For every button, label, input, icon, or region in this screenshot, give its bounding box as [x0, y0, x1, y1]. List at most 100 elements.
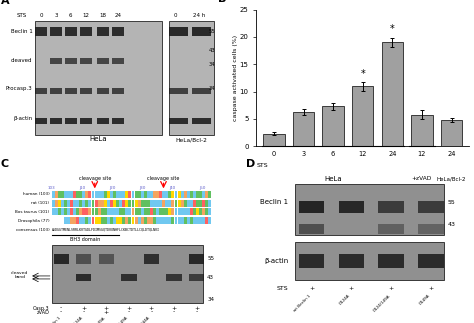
Bar [61, 208, 64, 215]
Text: 43: 43 [209, 48, 216, 53]
Bar [150, 191, 153, 198]
Bar [97, 58, 109, 64]
Text: 55: 55 [207, 256, 214, 261]
Bar [144, 254, 159, 264]
Text: +: + [104, 310, 109, 315]
Bar [205, 217, 208, 224]
Text: cleavage site: cleavage site [79, 176, 111, 181]
Bar [116, 191, 119, 198]
Text: D124/149A: D124/149A [88, 316, 106, 323]
Bar [61, 200, 64, 207]
Text: Beclin 1: Beclin 1 [260, 199, 288, 204]
Bar [205, 191, 208, 198]
Bar [107, 217, 110, 224]
Bar [110, 208, 113, 215]
Bar [378, 224, 404, 234]
Text: *: * [390, 24, 395, 34]
Bar [73, 191, 76, 198]
Bar [85, 191, 88, 198]
Bar [107, 191, 110, 198]
Bar [172, 208, 174, 215]
Bar [91, 191, 94, 198]
Bar [82, 217, 85, 224]
Bar [113, 208, 116, 215]
Text: -: - [60, 306, 63, 310]
Bar [174, 191, 177, 198]
Text: cleaved: cleaved [11, 58, 32, 63]
Bar [55, 200, 58, 207]
Bar [121, 274, 137, 281]
Text: wt Beclin 1: wt Beclin 1 [43, 316, 61, 323]
Bar [172, 200, 174, 207]
Text: 103: 103 [48, 186, 55, 190]
Bar [137, 191, 141, 198]
Bar [131, 208, 135, 215]
Bar [322, 106, 344, 146]
Bar [95, 200, 98, 207]
Bar [70, 208, 73, 215]
Bar [119, 208, 122, 215]
Bar [166, 274, 182, 281]
Text: 34: 34 [207, 297, 214, 302]
Bar [131, 217, 135, 224]
Text: -: - [82, 310, 85, 315]
Bar [95, 217, 98, 224]
Bar [50, 27, 62, 36]
Text: A: A [0, 0, 9, 5]
Bar [168, 200, 171, 207]
Bar [187, 217, 190, 224]
Bar [126, 200, 128, 207]
Bar [101, 191, 104, 198]
Text: +: + [428, 286, 434, 291]
Bar [162, 208, 165, 215]
Bar [55, 191, 58, 198]
Bar [294, 242, 444, 280]
Bar [61, 217, 64, 224]
Bar [55, 208, 58, 215]
Bar [181, 217, 183, 224]
Bar [79, 200, 82, 207]
Bar [156, 217, 159, 224]
Bar [85, 208, 88, 215]
Bar [104, 191, 107, 198]
Bar [116, 200, 119, 207]
Text: HeLa: HeLa [90, 136, 107, 142]
Text: D149A: D149A [419, 294, 431, 306]
Bar [67, 217, 70, 224]
Bar [119, 191, 122, 198]
Text: D124A: D124A [339, 294, 351, 306]
Bar [76, 200, 79, 207]
Bar [137, 208, 141, 215]
Bar [82, 191, 85, 198]
Text: Procasp.3: Procasp.3 [6, 86, 32, 91]
Bar [184, 208, 187, 215]
Bar [104, 200, 107, 207]
Bar [169, 21, 214, 135]
Bar [184, 191, 187, 198]
Bar [80, 118, 91, 124]
Text: +: + [104, 306, 109, 310]
Bar [95, 191, 98, 198]
Bar [80, 58, 91, 64]
Bar [113, 217, 116, 224]
Text: -: - [173, 310, 175, 315]
Bar [35, 27, 47, 36]
Bar [418, 254, 444, 268]
Text: 12: 12 [82, 13, 89, 18]
Bar [174, 200, 177, 207]
Bar [116, 217, 119, 224]
Bar [110, 191, 113, 198]
Bar [202, 217, 205, 224]
Bar [58, 208, 61, 215]
Bar [122, 200, 125, 207]
Bar [76, 274, 91, 281]
Text: 3: 3 [54, 13, 58, 18]
Bar [147, 191, 150, 198]
Bar [101, 217, 104, 224]
Text: 0: 0 [39, 13, 43, 18]
Bar [50, 118, 62, 124]
Text: cleavage site: cleavage site [147, 176, 180, 181]
Text: β-actin: β-actin [264, 258, 288, 264]
Text: -: - [150, 310, 153, 315]
Bar [196, 217, 199, 224]
